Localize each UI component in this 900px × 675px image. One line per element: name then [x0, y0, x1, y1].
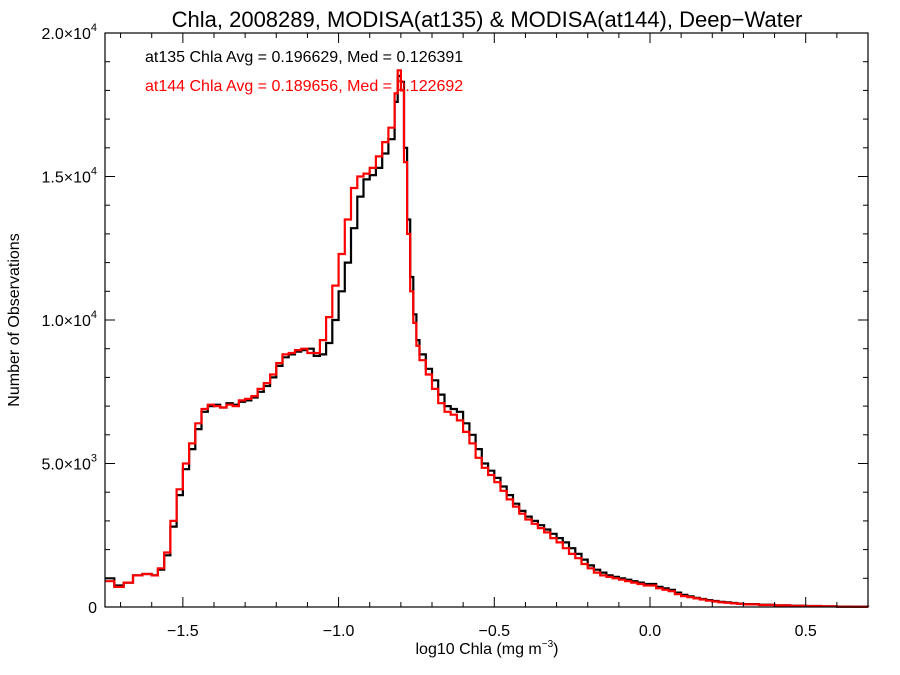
- histogram-series-0: [105, 74, 870, 608]
- annotation-at144-stats: at144 Chla Avg = 0.189656, Med = 0.12269…: [145, 78, 463, 95]
- annotation-at135-stats: at135 Chla Avg = 0.196629, Med = 0.12639…: [145, 49, 463, 66]
- x-tick-label: −1.0: [323, 623, 355, 640]
- series-layer: [105, 69, 870, 608]
- y-axis-label: Number of Observations: [6, 233, 23, 406]
- histogram-series-1: [105, 69, 870, 608]
- x-axis-label-close: ): [553, 641, 558, 658]
- axis-ticks: −1.5 −1.0 −0.5 0.0 0.5 0 5.0×103 1.0×104 1.5×104…: [41, 22, 869, 640]
- plot-frame: [104, 32, 869, 608]
- x-axis-label-text: log10 Chla (mg m: [415, 641, 541, 658]
- x-tick-label: 0.5: [795, 623, 817, 640]
- x-tick-label: −0.5: [478, 623, 510, 640]
- y-tick-label: 5.0×103: [41, 453, 97, 474]
- y-tick-label: 2.0×104: [41, 22, 97, 43]
- y-tick-label: 0: [88, 600, 97, 617]
- x-axis-label-superscript: −3: [542, 639, 554, 650]
- chart-title: Chla, 2008289, MODISA(at135) & MODISA(at…: [172, 7, 803, 32]
- y-tick-label: 1.5×104: [41, 166, 97, 187]
- y-tick-label: 1.0×104: [41, 309, 97, 330]
- x-axis-label: log10 Chla (mg m−3): [415, 639, 558, 658]
- x-tick-label: 0.0: [639, 623, 661, 640]
- x-tick-label: −1.5: [167, 623, 199, 640]
